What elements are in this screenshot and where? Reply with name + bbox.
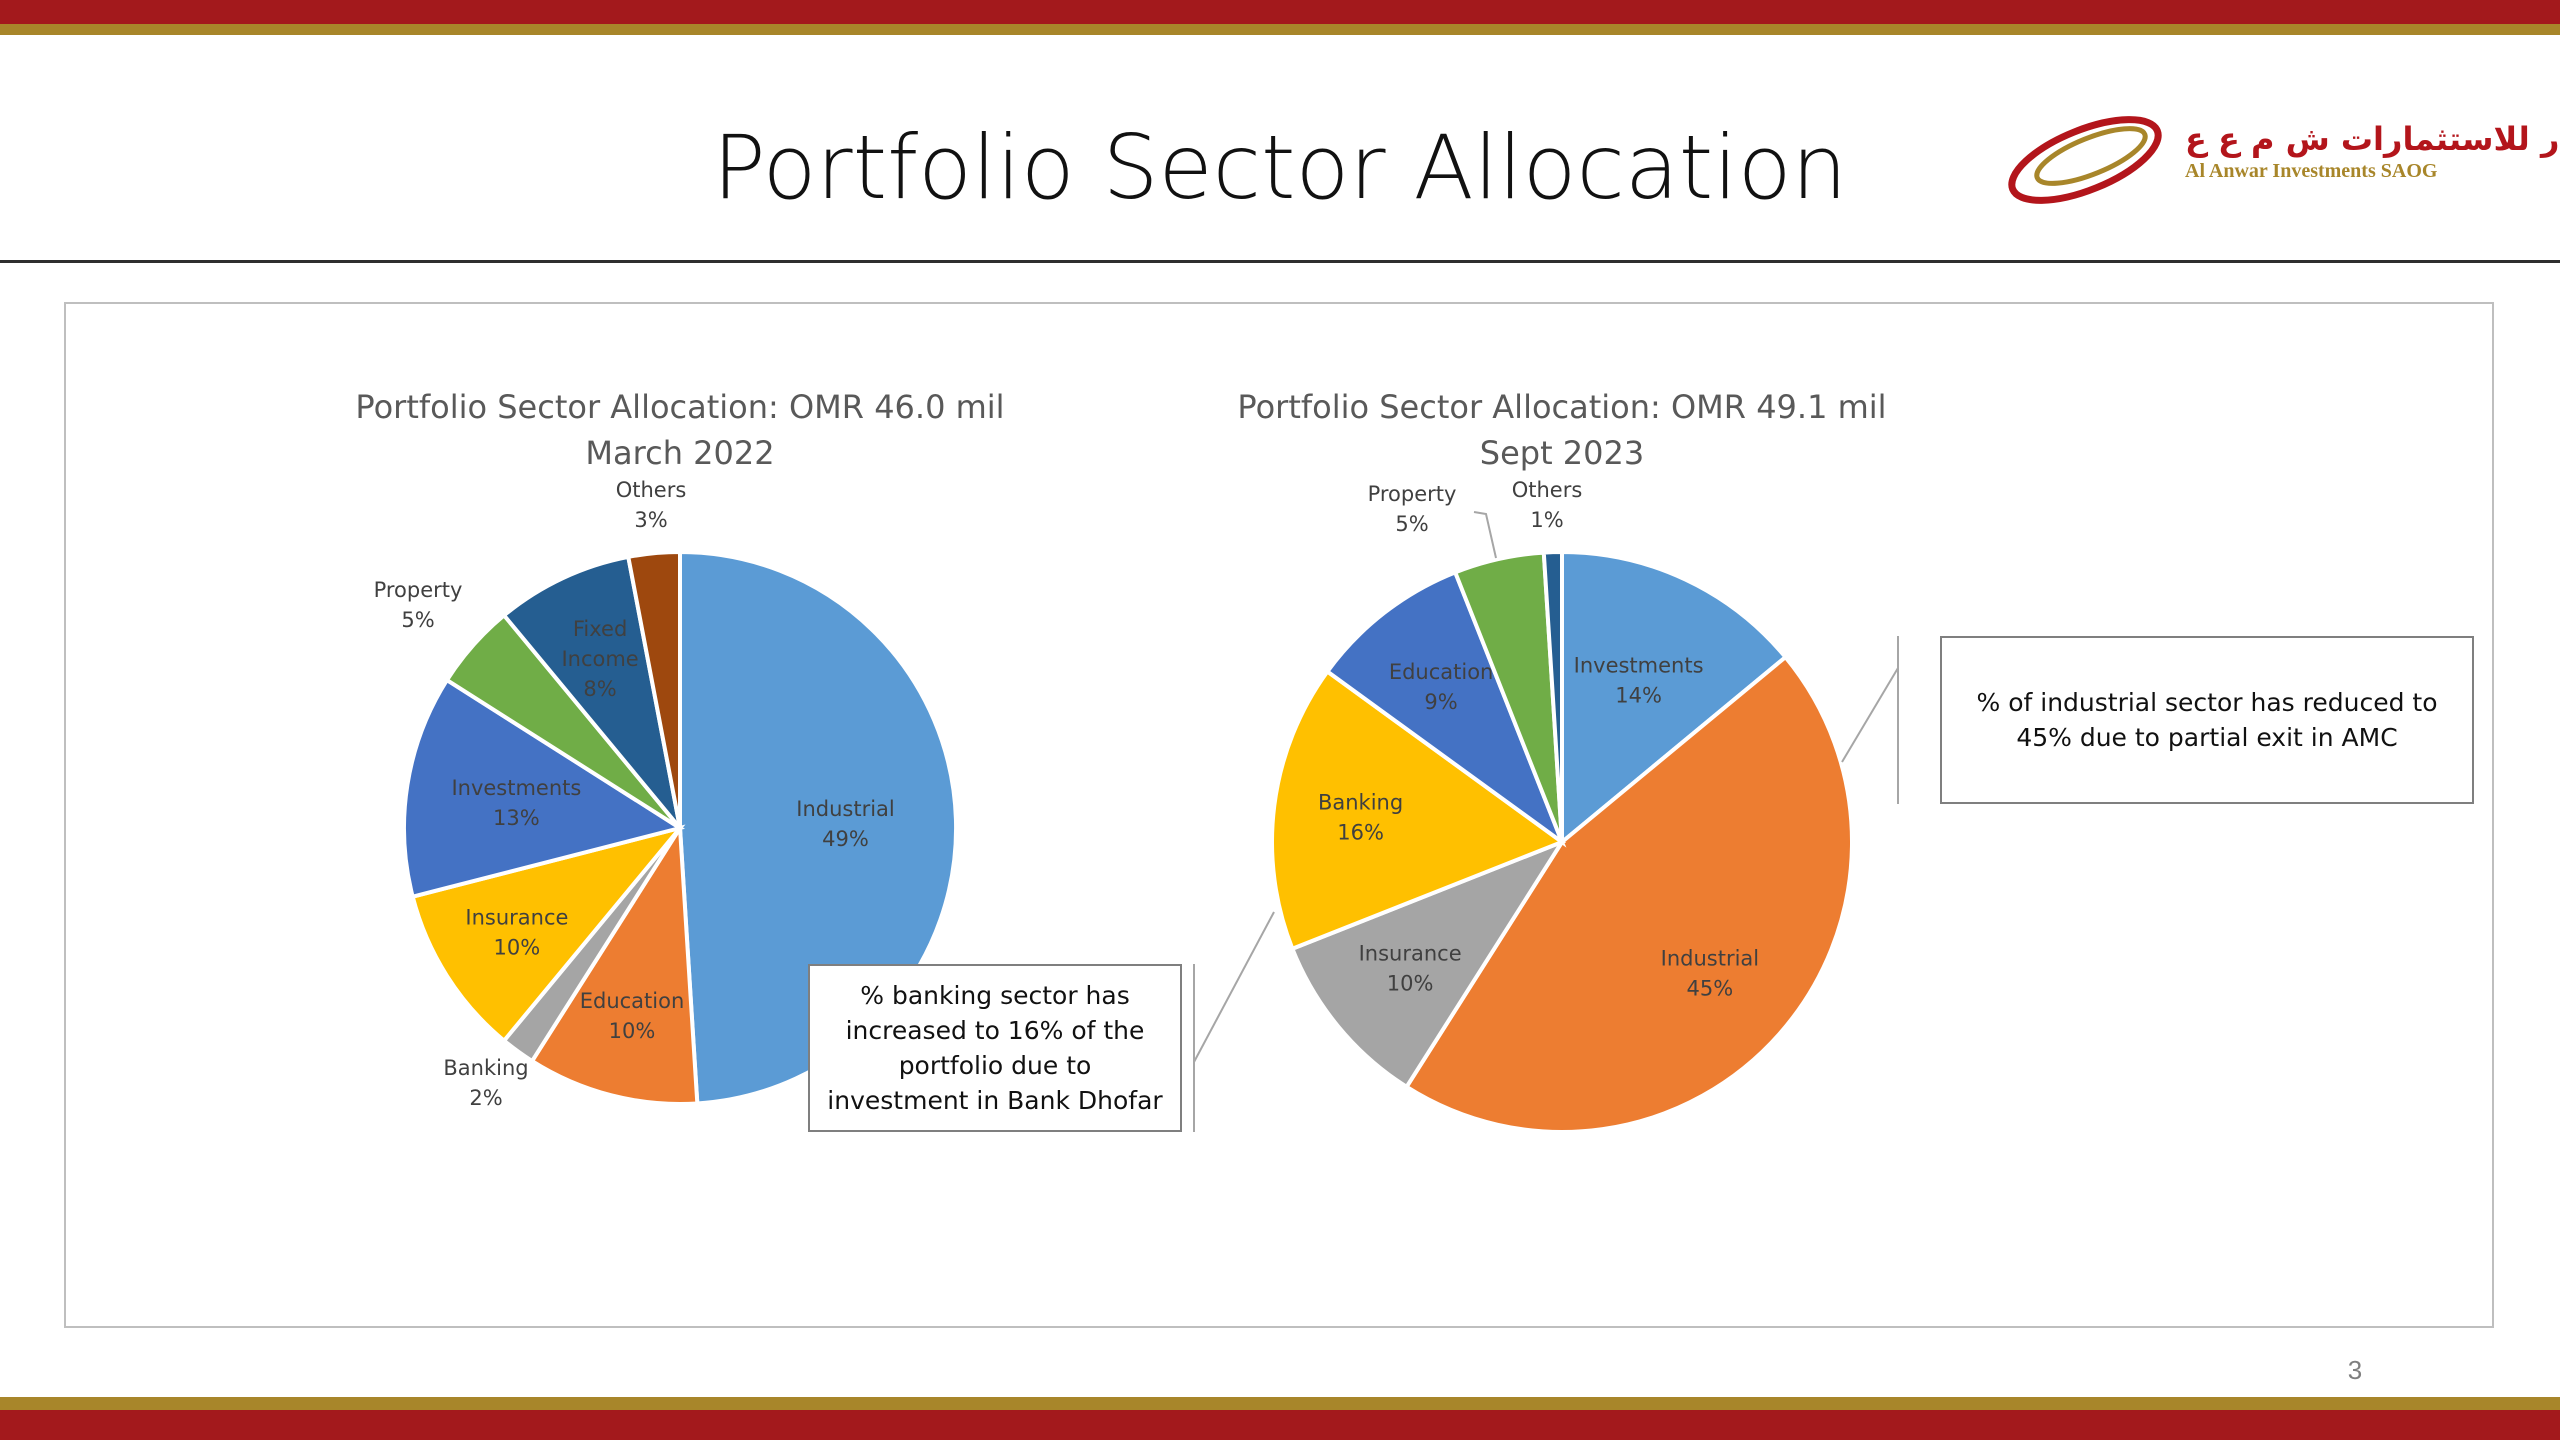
- callout-industrial-note: % of industrial sector has reduced to 45…: [1940, 636, 2474, 804]
- top-red-band: [0, 0, 2560, 24]
- logo-english-name: Al Anwar Investments SAOG: [2185, 160, 2438, 182]
- bottom-red-band: [0, 1410, 2560, 1440]
- logo-arabic-name: الأنوار للاستثمارات ش م ع ع: [2185, 120, 2560, 158]
- company-logo: الأنوار للاستثمارات ش م ع ع Al Anwar Inv…: [2005, 108, 2560, 208]
- page-number: 3: [2347, 1355, 2363, 1385]
- callout-banking-note: % banking sector has increased to 16% of…: [808, 964, 1182, 1132]
- slide-title: Portfolio Sector Allocation: [712, 116, 1848, 219]
- title-divider: [0, 260, 2560, 263]
- logo-swoosh-icon: [2008, 116, 2162, 204]
- bottom-gold-band: [0, 1397, 2560, 1410]
- chart-frame: [64, 302, 2494, 1328]
- top-gold-band: [0, 24, 2560, 35]
